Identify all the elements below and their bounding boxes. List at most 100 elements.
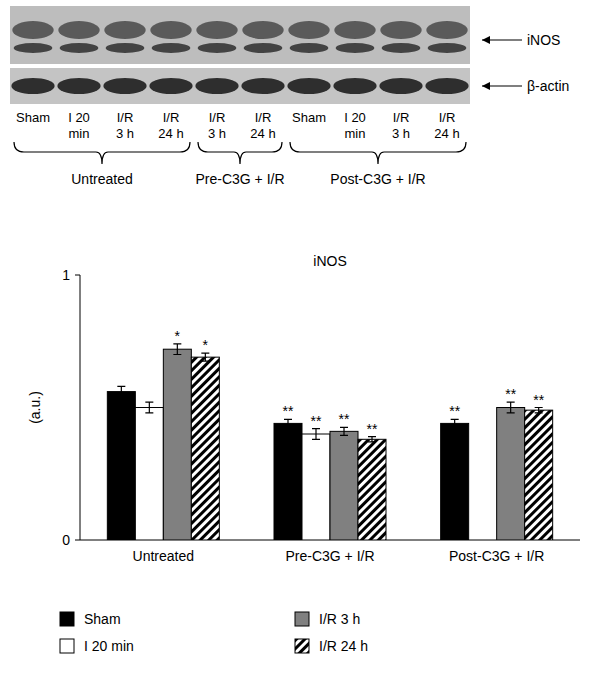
band: [244, 43, 283, 53]
band: [287, 78, 330, 94]
lane-label: I 20: [344, 110, 366, 125]
band: [12, 21, 53, 39]
band: [152, 43, 191, 53]
error-bar: [145, 402, 153, 413]
band: [14, 43, 53, 53]
y-axis: [80, 275, 81, 540]
band: [195, 78, 238, 94]
arrow-head: [482, 82, 490, 90]
error-bar: [340, 427, 348, 435]
error-bar: [368, 437, 376, 442]
arrow-head: [482, 36, 490, 44]
band: [380, 21, 421, 39]
band: [11, 78, 54, 94]
bar: [302, 434, 330, 540]
legend-label: Sham: [84, 611, 121, 627]
significance: *: [203, 337, 209, 353]
band: [149, 78, 192, 94]
lane-label: 24 h: [434, 126, 459, 141]
lane-label: 3 h: [116, 126, 134, 141]
band: [288, 21, 329, 39]
bar: [330, 431, 358, 540]
band: [60, 43, 99, 53]
error-bar: [507, 402, 515, 413]
bar: [163, 349, 191, 540]
lane-label: I/R: [255, 110, 272, 125]
x-tick-label: Post-C3G + I/R: [449, 548, 544, 564]
lane-label: 3 h: [392, 126, 410, 141]
bar: [135, 408, 163, 541]
error-bar: [173, 344, 181, 355]
band: [333, 78, 376, 94]
band: [426, 21, 467, 39]
title: iNOS: [313, 253, 346, 269]
lane-label: 24 h: [158, 126, 183, 141]
significance: *: [175, 328, 181, 344]
error-bar: [535, 408, 543, 413]
band: [58, 21, 99, 39]
y-tick-label: 0: [62, 532, 70, 548]
blot-panel: [10, 6, 470, 64]
significance: **: [449, 403, 460, 419]
bar: [441, 423, 469, 540]
annotations: ****************: [175, 328, 545, 437]
band: [425, 78, 468, 94]
x-tick-label: Untreated: [133, 548, 194, 564]
legend-swatch: [295, 612, 309, 626]
band: [57, 78, 100, 94]
band: [382, 43, 421, 53]
band: [104, 21, 145, 39]
bar: [107, 392, 135, 540]
significance: **: [283, 403, 294, 419]
bar: [525, 410, 553, 540]
error-bar: [284, 419, 292, 427]
bar: [358, 439, 386, 540]
band: [336, 43, 375, 53]
bars: [107, 344, 552, 540]
significance: **: [367, 421, 378, 437]
legend-swatch: [295, 639, 309, 653]
legend-label: I/R 24 h: [319, 638, 368, 654]
group-label: Untreated: [71, 171, 132, 187]
x-tick-label: Pre-C3G + I/R: [285, 548, 374, 564]
band: [379, 78, 422, 94]
legend-label: I 20 min: [84, 638, 134, 654]
lane-label: I/R: [439, 110, 456, 125]
band-label: β-actin: [527, 78, 569, 94]
band: [241, 78, 284, 94]
lane-label: 3 h: [208, 126, 226, 141]
lane-label: 24 h: [250, 126, 275, 141]
legend-label: I/R 3 h: [319, 611, 360, 627]
error-bar: [451, 419, 459, 427]
brace: [198, 142, 282, 164]
y-tick-label: 1: [62, 267, 70, 283]
error-bar: [117, 386, 125, 397]
blot-panel: [10, 68, 470, 104]
band: [196, 21, 237, 39]
lane-label: min: [69, 126, 90, 141]
brace: [290, 142, 466, 164]
band: [290, 43, 329, 53]
significance: **: [533, 392, 544, 408]
band: [334, 21, 375, 39]
blot: [10, 6, 470, 104]
legend-swatch: [60, 612, 74, 626]
band: [198, 43, 237, 53]
band: [150, 21, 191, 39]
y-tick: [75, 540, 80, 541]
group-label: Pre-C3G + I/R: [195, 171, 284, 187]
lane-label: I/R: [393, 110, 410, 125]
lane-label: I/R: [117, 110, 134, 125]
significance: **: [311, 413, 322, 429]
lane-label: I/R: [163, 110, 180, 125]
bar: [497, 408, 525, 541]
figure: ShamI 20minI/R3 hI/R24 hI/R3 hI/R24 hSha…: [0, 0, 600, 681]
band-label: iNOS: [527, 32, 560, 48]
band: [428, 43, 467, 53]
error-bar: [312, 429, 320, 440]
brace: [14, 142, 190, 164]
lane-label: Sham: [292, 110, 326, 125]
legend-swatch: [60, 639, 74, 653]
y-label: (a.u.): [27, 391, 43, 424]
lane-label: min: [345, 126, 366, 141]
